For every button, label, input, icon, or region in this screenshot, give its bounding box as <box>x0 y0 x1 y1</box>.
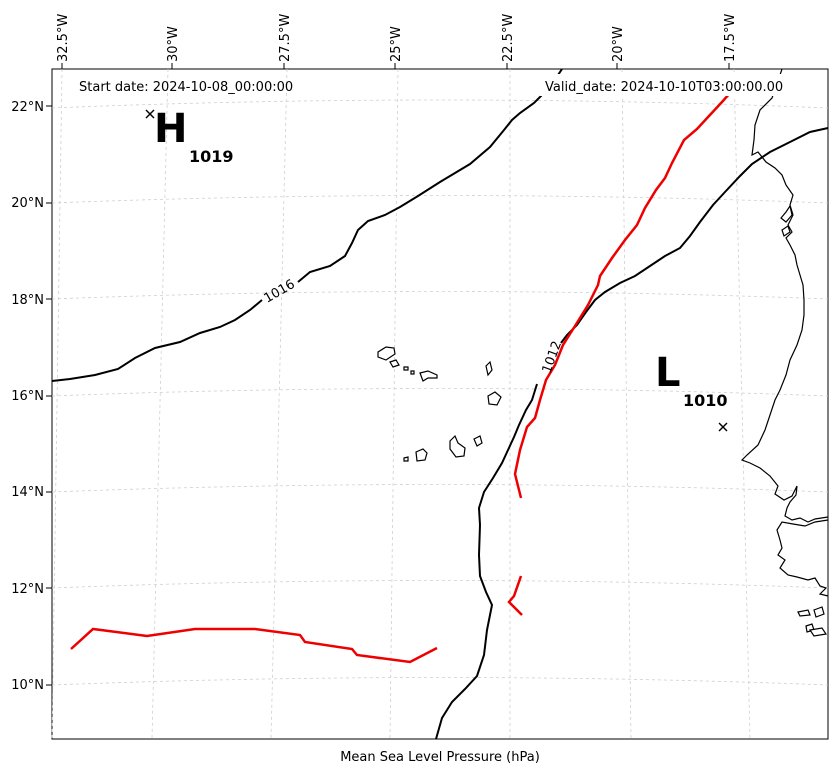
coastal-island <box>813 606 825 618</box>
start-date-label: Start date: 2024-10-08_00:00:00 <box>79 80 293 95</box>
gridline-lat <box>51 195 829 204</box>
front-line <box>513 92 731 499</box>
cape-verde-island <box>487 391 502 406</box>
map-frame <box>51 68 829 740</box>
lat-axis: 22°N 20°N 18°N 16°N 14°N 12°N 10°N <box>11 100 52 693</box>
map-xlabel: Mean Sea Level Pressure (hPa) <box>340 750 540 765</box>
front-line <box>507 575 523 616</box>
lat-tick-label: 20°N <box>11 196 44 211</box>
lon-tick-label: 22.5°W <box>501 14 516 62</box>
lat-tick-label: 16°N <box>11 389 44 404</box>
cape-verde-island <box>485 360 493 377</box>
coastal-island <box>781 225 791 237</box>
lat-tick-label: 22°N <box>11 100 44 115</box>
lat-tick-label: 14°N <box>11 485 44 500</box>
lon-tick-label: 32.5°W <box>56 14 71 62</box>
high-pressure-value: 1019 <box>189 147 234 166</box>
low-pressure-center: L 1010 <box>655 350 728 432</box>
africa-coastline <box>740 68 829 523</box>
coastal-island <box>780 204 793 223</box>
gridline-lon <box>733 68 751 740</box>
valid-date-label: Valid_date: 2024-10-10T03:00:00.00 <box>545 80 783 95</box>
gridline-lat <box>51 677 829 686</box>
cape-verde-island <box>403 456 409 462</box>
lon-tick-label: 20°W <box>611 26 626 62</box>
coastal-island <box>797 609 811 617</box>
gridline-lat <box>51 580 829 589</box>
lon-tick-label: 30°W <box>166 26 181 62</box>
lon-axis: 32.5°W 30°W 27.5°W 25°W 22.5°W 20°W 17.5… <box>56 14 738 69</box>
gridline-lon <box>151 68 169 740</box>
gridline-lon <box>389 68 399 740</box>
gridline-lat <box>51 484 829 493</box>
lon-tick-label: 27.5°W <box>278 14 293 62</box>
high-pressure-center: H 1019 <box>145 106 234 166</box>
gridline-lon <box>51 68 63 740</box>
cape-verde-island <box>419 370 438 382</box>
cape-verde-island <box>415 448 428 462</box>
cape-verde-island <box>449 434 466 458</box>
lon-tick-label: 25°W <box>389 26 404 62</box>
coastal-island <box>808 627 828 637</box>
lat-tick-label: 18°N <box>11 293 44 308</box>
lat-tick-label: 10°N <box>11 678 44 693</box>
gridline-lon <box>621 68 632 740</box>
lon-tick-label: 17.5°W <box>723 14 738 62</box>
valid-date-background <box>540 74 805 96</box>
center-marker <box>145 109 155 119</box>
gridline-lon <box>270 68 288 740</box>
cape-verde-island <box>389 359 400 368</box>
gridline-lat <box>51 291 829 300</box>
africa-coastline <box>776 519 829 597</box>
isobar-1016 <box>51 68 563 382</box>
front-line <box>70 627 438 664</box>
cape-verde-island <box>410 370 415 375</box>
center-marker <box>718 422 728 432</box>
cape-verde-island <box>403 366 409 371</box>
graticule <box>51 68 829 740</box>
low-pressure-symbol: L <box>655 350 681 396</box>
isobar-1012 <box>435 127 829 740</box>
cape-verde-island <box>377 346 396 361</box>
lat-tick-label: 12°N <box>11 582 44 597</box>
gridline-lat <box>51 388 829 397</box>
low-pressure-value: 1010 <box>683 391 728 410</box>
high-pressure-symbol: H <box>154 106 187 152</box>
gridline-lat <box>51 99 829 109</box>
cape-verde-island <box>473 435 483 447</box>
